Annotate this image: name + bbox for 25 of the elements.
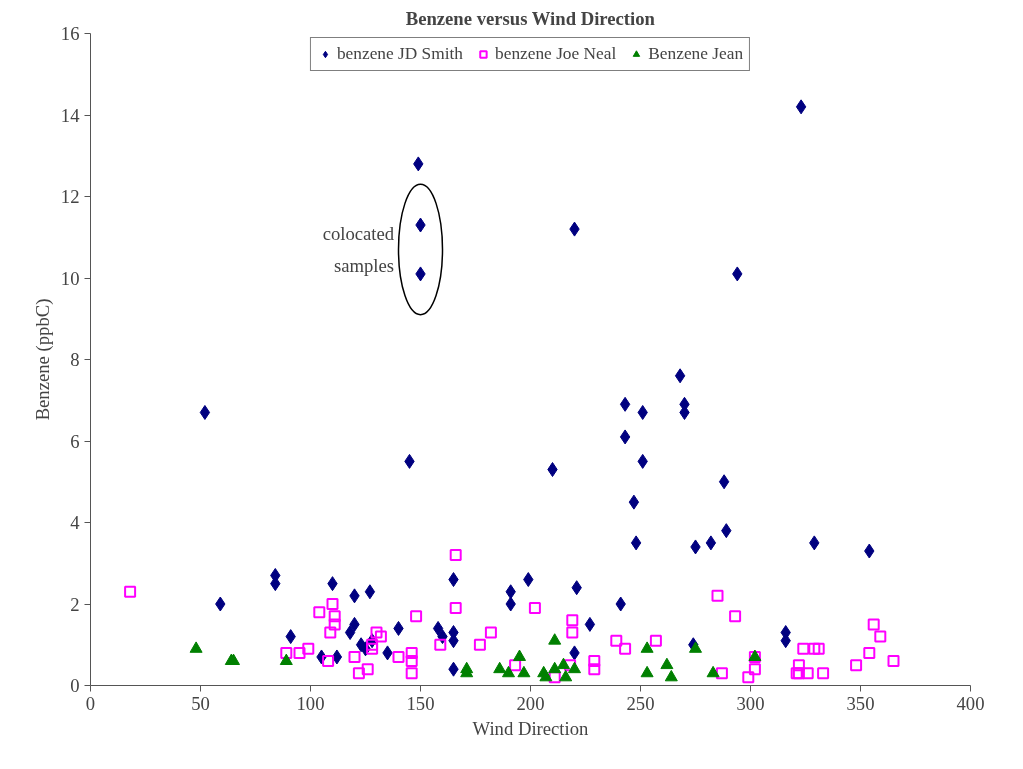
- y-tick-label: 10: [60, 267, 80, 289]
- annotation: colocated samples: [322, 223, 395, 276]
- x-tick-label: 100: [296, 692, 325, 714]
- x-tick-label: 0: [85, 692, 96, 714]
- y-tick-label: 16: [60, 23, 80, 44]
- y-axis-title: Benzene (ppbC): [31, 298, 54, 421]
- x-tick-label: 400: [956, 692, 985, 714]
- y-tick-label: 0: [70, 675, 80, 696]
- x-tick-label: 300: [736, 692, 765, 714]
- x-tick-label: 150: [406, 692, 435, 714]
- y-tick-label: 8: [70, 349, 80, 370]
- legend-label: benzene JD Smith: [336, 44, 464, 64]
- x-tick-label: 200: [516, 692, 545, 714]
- y-tick-label: 2: [70, 593, 80, 615]
- x-tick-label: 350: [846, 692, 875, 714]
- legend-label: Benzene Jean: [648, 44, 744, 64]
- legend-label: benzene Joe Neal: [495, 44, 617, 64]
- x-axis-title: Wind Direction: [472, 717, 590, 739]
- y-tick-label: 6: [70, 430, 80, 452]
- x-tick-label: 250: [626, 692, 655, 714]
- y-tick-label: 14: [60, 104, 81, 126]
- y-tick-label: 12: [60, 186, 80, 207]
- y-tick-label: 4: [70, 512, 81, 533]
- x-tick-label: 50: [191, 692, 210, 714]
- chart-title: Benzene versus Wind Direction: [405, 7, 656, 29]
